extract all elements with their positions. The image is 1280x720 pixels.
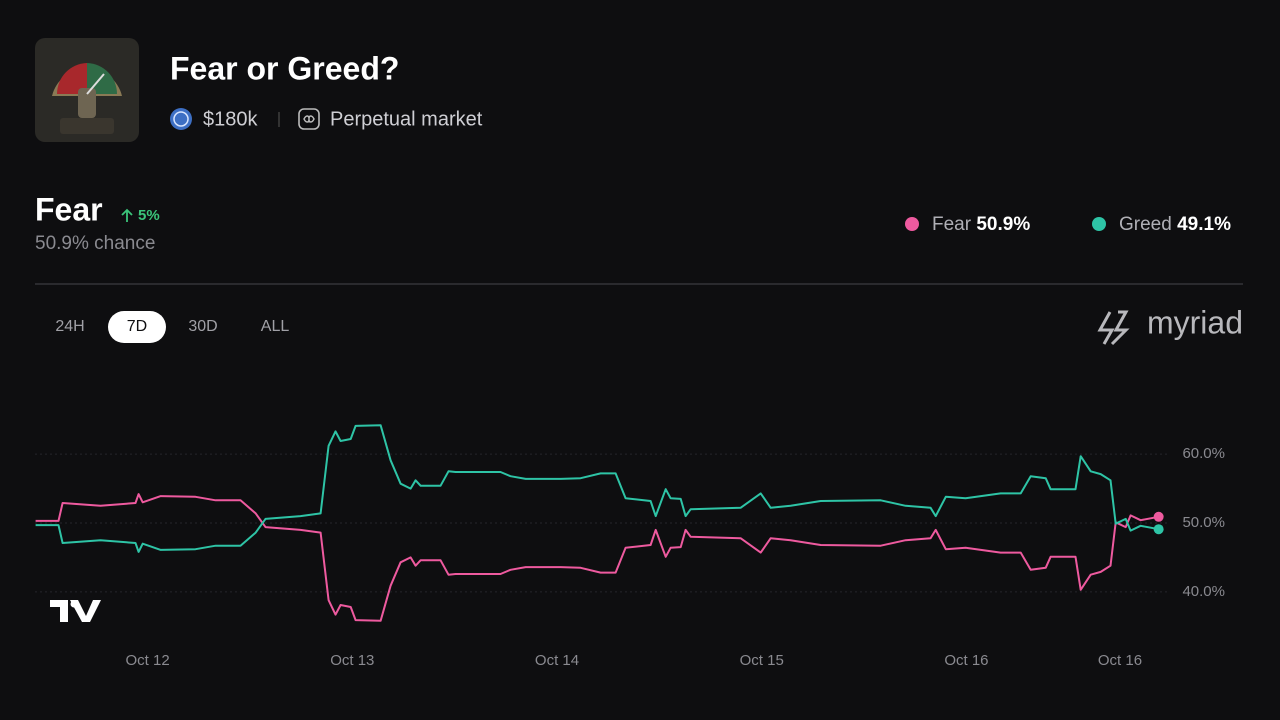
y-tick-label: 60.0% — [1182, 445, 1225, 462]
x-tick-label: Oct 16 — [944, 652, 988, 669]
market-icon — [35, 38, 139, 142]
legend-value: 49.1% — [1177, 214, 1231, 235]
range-tab[interactable]: ALL — [261, 318, 290, 335]
brand: myriad — [1147, 304, 1243, 340]
range-tab[interactable]: 7D — [127, 318, 147, 335]
legend-name: Fear — [932, 214, 972, 235]
last-point — [1153, 524, 1164, 535]
x-tick-label: Oct 13 — [330, 652, 374, 669]
perpetual-icon — [298, 108, 320, 130]
range-tabs: 24H 7D 30D ALL — [55, 311, 289, 343]
x-tick-label: Oct 16 — [1098, 652, 1142, 669]
coin-icon — [170, 108, 192, 130]
change-arrow — [121, 208, 133, 222]
brand-logo — [1097, 310, 1130, 346]
y-tick-label: 40.0% — [1182, 583, 1225, 600]
range-tab[interactable]: 30D — [188, 318, 217, 335]
x-tick-label: Oct 12 — [125, 652, 169, 669]
chance: 50.9% chance — [35, 233, 155, 254]
last-point — [1153, 511, 1164, 522]
legend-value: 50.9% — [976, 214, 1030, 235]
legend-dot — [1092, 217, 1106, 231]
volume: $180k — [203, 108, 258, 130]
x-tick-label: Oct 15 — [740, 652, 784, 669]
legend-dot — [905, 217, 919, 231]
series-line — [35, 493, 1159, 622]
tab-active-pill — [108, 311, 166, 343]
legend-name: Greed — [1119, 214, 1172, 235]
range-tab[interactable]: 24H — [55, 318, 84, 335]
legend-entry: Greed 49.1% — [1119, 214, 1231, 235]
market-title: Fear or Greed? — [170, 50, 399, 86]
series-line — [35, 424, 1159, 553]
y-tick-label: 50.0% — [1182, 514, 1225, 531]
x-tick-label: Oct 14 — [535, 652, 579, 669]
outcome: Fear — [35, 191, 103, 227]
change: 5% — [138, 207, 160, 224]
tradingview-logo — [50, 600, 101, 622]
market-kind: Perpetual market — [330, 108, 483, 130]
legend-entry: Fear 50.9% — [932, 214, 1030, 235]
